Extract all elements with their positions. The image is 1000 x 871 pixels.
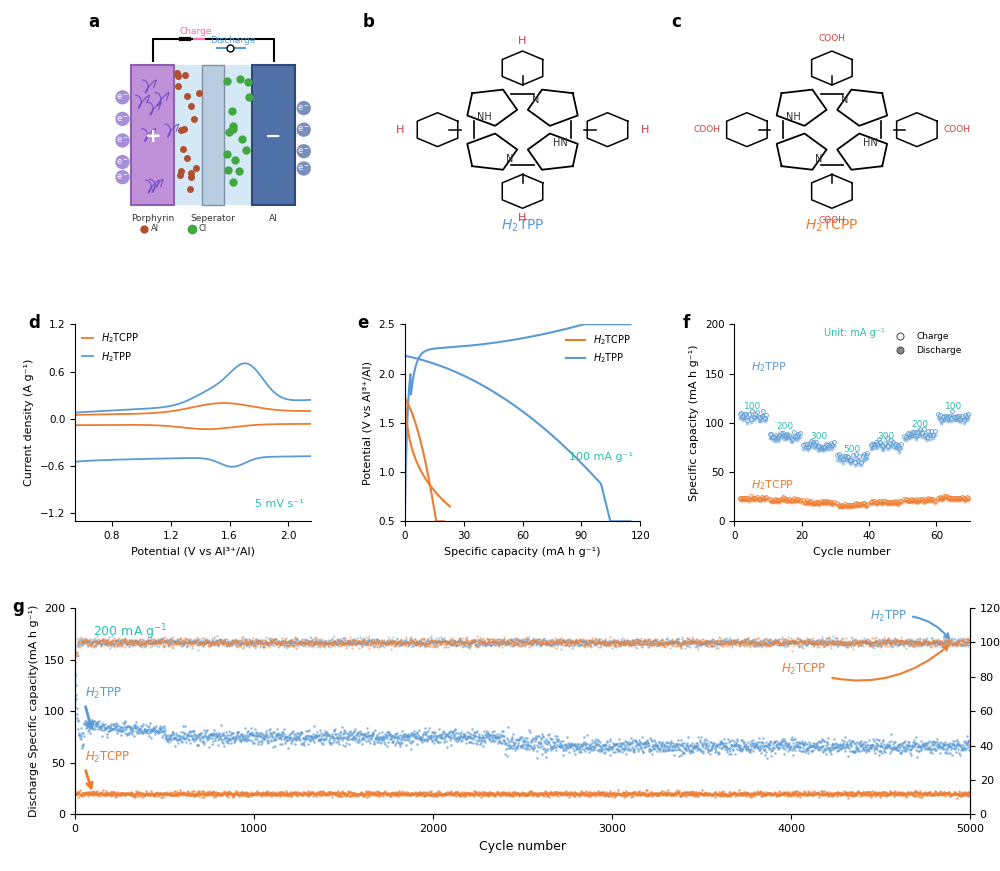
$H_2$TPP (87, 723, 99, 733)
$H_2$TPP (835, 740, 847, 751)
Text: Seperator: Seperator (191, 213, 236, 223)
Text: e$^-$: e$^-$ (116, 172, 129, 182)
$H_2$TPP (868, 743, 880, 753)
$H_2$TCPP (612, 785, 624, 795)
Text: Al: Al (269, 213, 278, 223)
Line: $H_2$TCPP: $H_2$TCPP (74, 788, 971, 799)
$H_2$TPP (964, 744, 976, 754)
Text: e$^-$: e$^-$ (297, 125, 310, 134)
Line: $H_2$TPP: $H_2$TPP (74, 675, 971, 759)
Text: $H_2$TPP: $H_2$TPP (870, 609, 949, 638)
Text: Cl: Cl (198, 225, 206, 233)
Text: e$^-$: e$^-$ (116, 136, 129, 145)
Text: e$^-$: e$^-$ (116, 114, 129, 124)
Text: NH: NH (477, 111, 492, 122)
Text: $H_2$TCPP: $H_2$TCPP (805, 218, 859, 234)
Text: f: f (683, 314, 690, 333)
Text: $H_2$TCPP: $H_2$TCPP (751, 478, 795, 492)
Text: e$^-$: e$^-$ (116, 158, 129, 167)
Text: HN: HN (553, 138, 568, 148)
FancyBboxPatch shape (202, 65, 224, 206)
Text: e$^-$: e$^-$ (297, 104, 310, 113)
Text: 200 mA g$^{-1}$: 200 mA g$^{-1}$ (93, 623, 168, 642)
$H_2$TCPP (568, 789, 580, 800)
$H_2$TCPP (87, 787, 99, 798)
Text: 100: 100 (744, 402, 762, 411)
$H_2$TCPP (835, 788, 847, 799)
Text: +: + (144, 126, 161, 145)
Text: NH: NH (786, 111, 801, 122)
Text: H: H (518, 36, 527, 46)
Y-axis label: Potential (V vs Al³⁺/Al): Potential (V vs Al³⁺/Al) (363, 361, 373, 485)
$H_2$TPP (69, 671, 81, 681)
FancyBboxPatch shape (131, 65, 174, 206)
Text: Unit: mA g⁻¹: Unit: mA g⁻¹ (824, 328, 885, 338)
Text: a: a (88, 13, 99, 31)
Text: Charge: Charge (180, 27, 212, 36)
$H_2$TCPP (69, 786, 81, 796)
Y-axis label: Specific capacity (mA h g⁻¹): Specific capacity (mA h g⁻¹) (689, 345, 699, 501)
Y-axis label: Discharge Specific capacity(mA h g⁻¹): Discharge Specific capacity(mA h g⁻¹) (29, 605, 39, 817)
Text: $H_2$TCPP: $H_2$TCPP (85, 750, 130, 765)
Text: $H_2$TPP: $H_2$TPP (85, 685, 122, 701)
Text: Discharge: Discharge (210, 36, 255, 44)
Text: N: N (815, 154, 823, 164)
Text: Al: Al (151, 225, 159, 233)
Text: Porphyrin: Porphyrin (131, 213, 174, 223)
Text: N: N (532, 96, 539, 105)
Text: COOH: COOH (693, 125, 720, 134)
Text: −: − (265, 126, 282, 145)
Text: b: b (362, 13, 374, 31)
Text: e$^-$: e$^-$ (297, 146, 310, 156)
Text: 300: 300 (877, 431, 895, 441)
Text: d: d (28, 314, 40, 333)
$H_2$TPP (416, 732, 428, 742)
Text: HN: HN (863, 138, 878, 148)
Text: H: H (396, 125, 405, 135)
Legend: $H_2$TCPP, $H_2$TPP: $H_2$TCPP, $H_2$TPP (80, 329, 141, 366)
Text: 300: 300 (810, 431, 827, 441)
Text: $H_2$TPP: $H_2$TPP (501, 218, 544, 234)
Text: H: H (518, 213, 527, 223)
Text: 100: 100 (945, 402, 962, 411)
Text: COOH: COOH (818, 216, 845, 225)
Y-axis label: Current density (A g⁻¹): Current density (A g⁻¹) (24, 359, 34, 487)
$H_2$TPP (798, 746, 810, 756)
Text: 200: 200 (776, 422, 794, 430)
Text: $H_2$TCPP: $H_2$TCPP (781, 645, 948, 680)
Text: 500: 500 (844, 445, 861, 455)
Text: $H_2$TPP: $H_2$TPP (751, 360, 787, 374)
Legend: $H_2$TCPP, $H_2$TPP: $H_2$TCPP, $H_2$TPP (562, 329, 635, 369)
$H_2$TPP (569, 739, 581, 750)
$H_2$TCPP (842, 793, 854, 803)
Legend: Charge, Discharge: Charge, Discharge (888, 328, 965, 359)
$H_2$TCPP (964, 790, 976, 800)
FancyBboxPatch shape (131, 65, 295, 206)
$H_2$TCPP (798, 787, 810, 798)
X-axis label: Cycle number: Cycle number (479, 840, 566, 853)
X-axis label: Cycle number: Cycle number (813, 547, 891, 557)
$H_2$TCPP (869, 791, 881, 801)
Text: e: e (358, 314, 369, 333)
Text: e$^-$: e$^-$ (116, 92, 129, 102)
Text: g: g (12, 598, 24, 616)
Text: H: H (640, 125, 649, 135)
Text: COOH: COOH (944, 125, 971, 134)
Text: COOH: COOH (818, 34, 845, 44)
Text: N: N (506, 154, 513, 164)
Text: 200: 200 (911, 420, 928, 429)
Text: N: N (841, 96, 848, 105)
Text: c: c (672, 13, 682, 31)
X-axis label: Specific capacity (mA h g⁻¹): Specific capacity (mA h g⁻¹) (444, 547, 601, 557)
Text: 5 mV s⁻¹: 5 mV s⁻¹ (255, 499, 303, 510)
$H_2$TCPP (416, 788, 428, 799)
FancyBboxPatch shape (252, 65, 295, 206)
Text: e$^-$: e$^-$ (297, 164, 310, 173)
Text: 100 mA g⁻¹: 100 mA g⁻¹ (569, 452, 633, 463)
$H_2$TPP (531, 753, 543, 763)
X-axis label: Potential (V vs Al³⁺/Al): Potential (V vs Al³⁺/Al) (131, 547, 255, 557)
